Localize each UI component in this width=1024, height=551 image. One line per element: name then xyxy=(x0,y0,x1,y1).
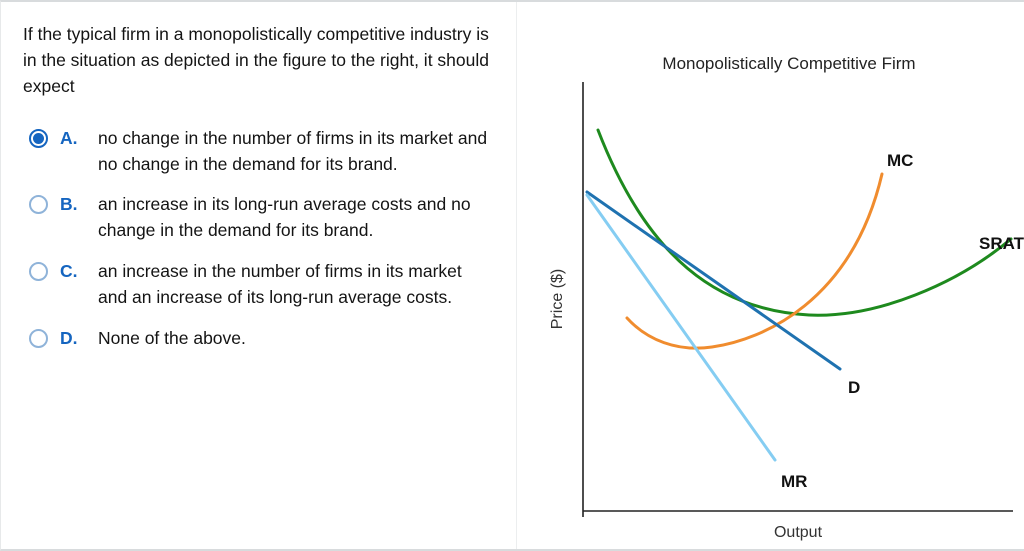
option-radio-C[interactable] xyxy=(29,262,48,282)
demand-label: D xyxy=(848,378,860,397)
option-text-B: an increase in its long-run average cost… xyxy=(98,194,471,241)
mc-curve xyxy=(625,172,884,350)
question-prompt: If the typical firm in a monopolisticall… xyxy=(23,24,489,96)
option-letter-A: A. xyxy=(60,127,78,148)
option-row-B[interactable]: B. an increase in its long-run average c… xyxy=(23,192,516,244)
y-axis-label: Price ($) xyxy=(549,269,566,329)
mr-label: MR xyxy=(781,472,807,491)
chart-panel: Monopolistically Competitive Firm MC SRA… xyxy=(516,2,1024,549)
answer-options: A. no change in the number of firms in i… xyxy=(23,126,516,352)
option-row-A[interactable]: A. no change in the number of firms in i… xyxy=(23,126,516,178)
sratc-curve xyxy=(596,128,1013,317)
option-letter-B: B. xyxy=(60,194,78,215)
option-text-D: None of the above. xyxy=(98,328,246,349)
sratc-label: SRATC xyxy=(979,234,1024,253)
option-text-C: an increase in the number of firms in it… xyxy=(98,261,462,308)
mr-line xyxy=(585,193,777,462)
option-radio-D[interactable] xyxy=(29,329,48,349)
option-radio-B[interactable] xyxy=(29,195,48,215)
x-axis-label: Output xyxy=(774,524,823,541)
economics-chart: Monopolistically Competitive Firm MC SRA… xyxy=(549,54,1024,541)
chart-title: Monopolistically Competitive Firm xyxy=(662,54,915,73)
demand-line xyxy=(585,190,842,371)
question-panel: If the typical firm in a monopolisticall… xyxy=(1,2,516,549)
option-row-D[interactable]: D. None of the above. xyxy=(23,326,516,352)
option-radio-A[interactable] xyxy=(29,128,48,148)
option-row-C[interactable]: C. an increase in the number of firms in… xyxy=(23,259,516,311)
mc-label: MC xyxy=(887,151,913,170)
option-letter-C: C. xyxy=(60,261,78,282)
option-text-A: no change in the number of firms in its … xyxy=(98,127,488,174)
option-letter-D: D. xyxy=(60,328,78,349)
